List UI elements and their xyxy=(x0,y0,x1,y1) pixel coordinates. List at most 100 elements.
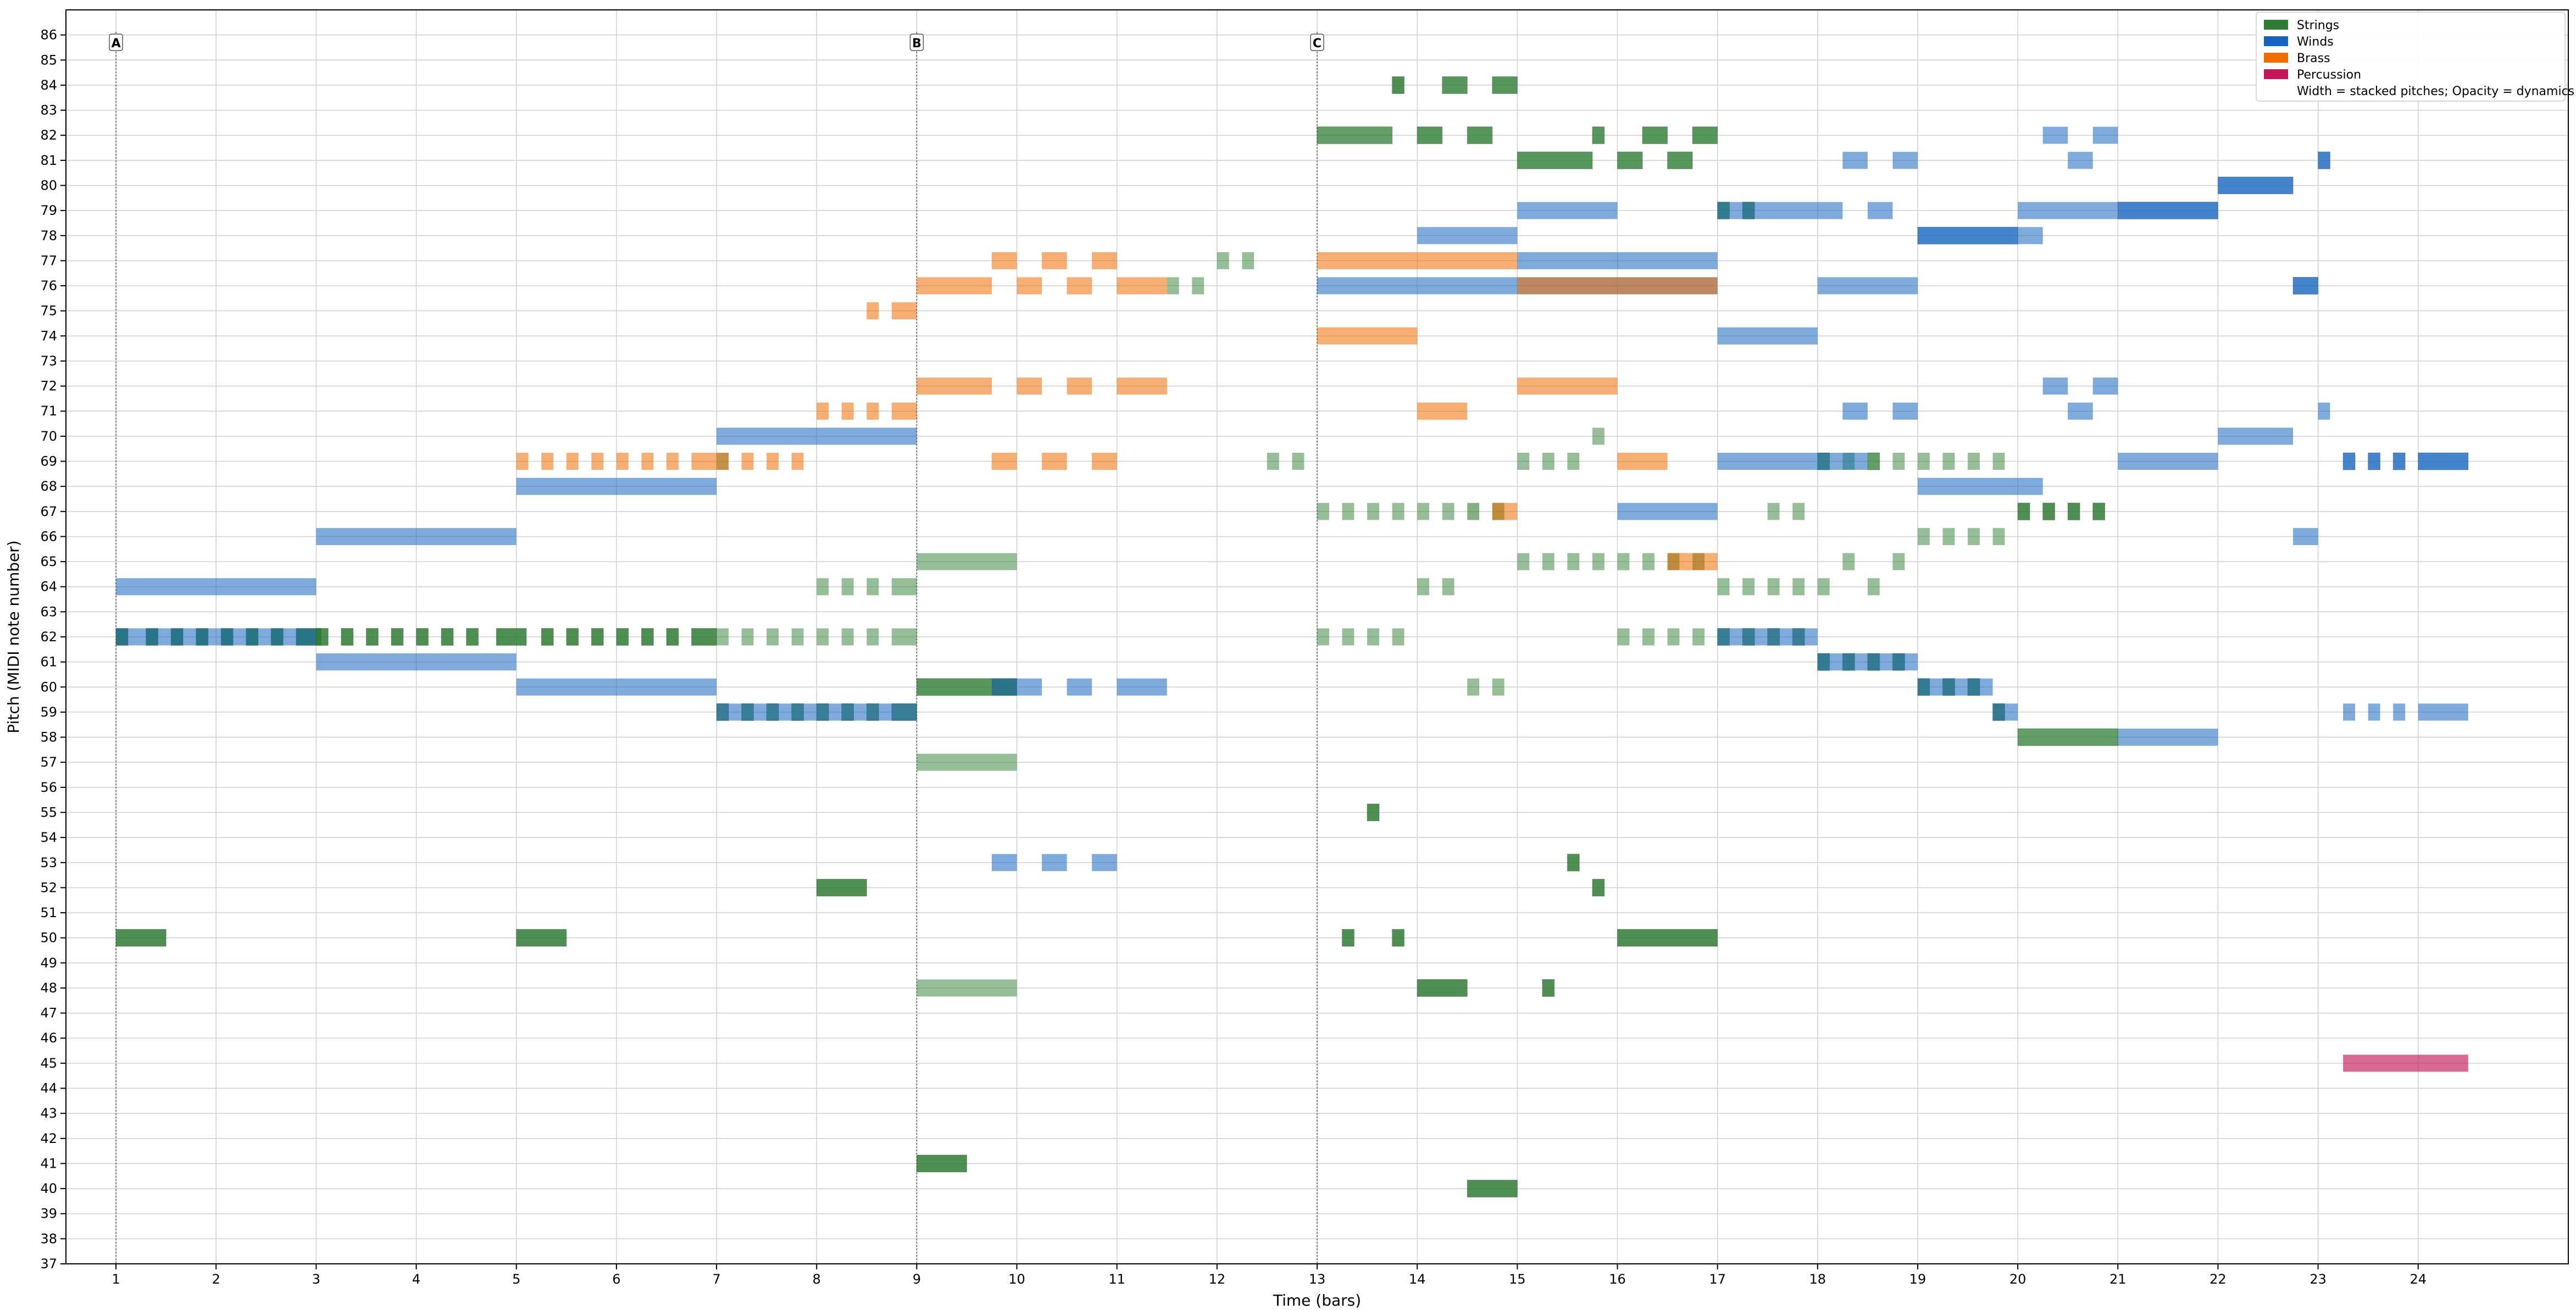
note-bar xyxy=(1517,453,1530,470)
note-bar xyxy=(1117,678,1167,696)
note-bar xyxy=(616,453,629,470)
note-bar xyxy=(516,478,717,495)
legend-box xyxy=(2256,12,2566,102)
note-bar xyxy=(1292,453,1304,470)
note-bar xyxy=(566,453,579,470)
note-bar xyxy=(616,628,629,646)
note-bar xyxy=(1842,553,1855,570)
legend: Strings Winds Brass Percussion Width = stack… xyxy=(2256,12,2574,102)
y-tick-label: 61 xyxy=(40,654,57,670)
x-tick-label: 22 xyxy=(2209,1272,2227,1287)
note-bar xyxy=(916,1154,967,1173)
x-tick-label: 9 xyxy=(913,1272,921,1287)
y-tick-label: 53 xyxy=(40,855,57,870)
legend-label: Strings xyxy=(2297,19,2339,32)
note-bar xyxy=(2092,378,2118,395)
note-bar xyxy=(1617,553,1630,570)
note-bar xyxy=(441,628,454,646)
note-bar xyxy=(1017,678,1042,696)
note-bar xyxy=(2392,452,2406,470)
note-bar xyxy=(1442,76,1468,94)
note-bar xyxy=(791,453,804,470)
note-bar xyxy=(1692,126,1718,145)
x-tick-label: 12 xyxy=(1209,1272,1226,1287)
note-bar xyxy=(2293,528,2318,545)
note-bar xyxy=(1917,528,1930,545)
note-bar xyxy=(1092,854,1117,872)
note-bar xyxy=(2368,703,2380,721)
note-bar xyxy=(717,703,917,721)
legend-label: Percussion xyxy=(2297,68,2361,82)
x-tick-label: 1 xyxy=(112,1272,120,1287)
note-bar xyxy=(1992,528,2005,545)
note-bar xyxy=(1717,628,1818,646)
note-bar xyxy=(767,453,779,470)
y-tick-label: 60 xyxy=(40,679,57,695)
note-bar xyxy=(1517,378,1618,395)
note-bar xyxy=(1042,252,1067,269)
note-bar xyxy=(1917,226,2018,245)
y-tick-label: 39 xyxy=(40,1206,57,1222)
note-bar xyxy=(315,628,329,646)
y-tick-label: 85 xyxy=(40,52,57,68)
note-bar xyxy=(116,578,317,596)
y-tick-label: 74 xyxy=(40,328,57,343)
note-bar xyxy=(2418,703,2468,721)
note-bar xyxy=(1542,979,1555,997)
note-bar xyxy=(1617,628,1630,646)
note-bar xyxy=(1417,126,1443,145)
y-tick-label: 59 xyxy=(40,704,57,720)
note-bar xyxy=(891,628,917,646)
note-bar xyxy=(691,453,717,470)
note-bar xyxy=(917,979,1017,997)
note-bar xyxy=(1492,76,1518,94)
note-bar xyxy=(641,453,654,470)
legend-label: Brass xyxy=(2297,52,2330,65)
note-bar xyxy=(817,578,829,596)
note-bar xyxy=(1017,378,1042,395)
note-bar xyxy=(2068,152,2093,169)
x-tick-label: 10 xyxy=(1008,1272,1025,1287)
note-bar xyxy=(1117,378,1167,395)
y-tick-label: 37 xyxy=(40,1256,57,1272)
note-bar xyxy=(1167,277,1179,295)
note-bar xyxy=(2218,428,2294,445)
note-bar xyxy=(867,628,879,646)
note-bar xyxy=(717,428,917,445)
note-bar xyxy=(1567,453,1580,470)
note-bar xyxy=(991,453,1017,470)
note-bar xyxy=(891,302,917,320)
note-bar xyxy=(1042,453,1067,470)
section-label-box xyxy=(109,34,123,51)
note-bar xyxy=(1917,453,1930,470)
legend-swatch xyxy=(2264,20,2288,30)
note-bar xyxy=(391,628,404,646)
note-bar xyxy=(1667,628,1680,646)
note-bar xyxy=(1567,853,1580,872)
note-bar xyxy=(2318,151,2330,169)
note-bar xyxy=(917,753,1017,771)
note-bar xyxy=(917,553,1017,570)
y-tick-label: 79 xyxy=(40,203,57,218)
y-tick-label: 71 xyxy=(40,403,57,419)
note-bar xyxy=(2042,378,2068,395)
note-bar xyxy=(1242,252,1254,269)
note-bar xyxy=(2117,202,2218,220)
note-bar xyxy=(917,277,992,295)
note-bar xyxy=(1067,678,1092,696)
y-tick-label: 41 xyxy=(40,1156,57,1171)
note-bar xyxy=(1617,503,1718,520)
y-tick-label: 67 xyxy=(40,504,57,519)
y-tick-label: 49 xyxy=(40,955,57,970)
note-bar xyxy=(1342,503,1354,520)
section-label-box xyxy=(1310,34,1324,51)
legend-note: Width = stacked pitches; Opacity = dynam… xyxy=(2297,85,2574,98)
note-bar xyxy=(1042,854,1067,872)
note-bar xyxy=(316,528,517,545)
note-bar xyxy=(991,252,1017,269)
section-markers: A B C xyxy=(109,32,1324,1264)
note-bar xyxy=(1517,252,1718,269)
note-bar xyxy=(566,628,579,646)
note-bar xyxy=(1667,151,1693,169)
note-bar xyxy=(1942,453,1955,470)
